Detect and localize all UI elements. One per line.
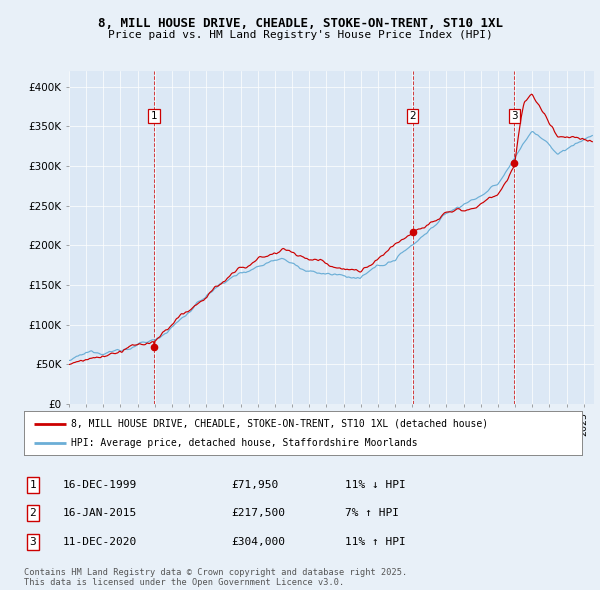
Text: 2: 2 — [410, 111, 416, 121]
Text: HPI: Average price, detached house, Staffordshire Moorlands: HPI: Average price, detached house, Staf… — [71, 438, 418, 448]
Text: 8, MILL HOUSE DRIVE, CHEADLE, STOKE-ON-TRENT, ST10 1XL: 8, MILL HOUSE DRIVE, CHEADLE, STOKE-ON-T… — [97, 17, 503, 30]
Text: 7% ↑ HPI: 7% ↑ HPI — [345, 509, 399, 518]
Text: 1: 1 — [151, 111, 157, 121]
Text: £304,000: £304,000 — [231, 537, 285, 546]
Text: Price paid vs. HM Land Registry's House Price Index (HPI): Price paid vs. HM Land Registry's House … — [107, 31, 493, 40]
Text: 1: 1 — [29, 480, 37, 490]
Text: £217,500: £217,500 — [231, 509, 285, 518]
Text: 8, MILL HOUSE DRIVE, CHEADLE, STOKE-ON-TRENT, ST10 1XL (detached house): 8, MILL HOUSE DRIVE, CHEADLE, STOKE-ON-T… — [71, 419, 488, 428]
Text: Contains HM Land Registry data © Crown copyright and database right 2025.
This d: Contains HM Land Registry data © Crown c… — [24, 568, 407, 587]
Text: 3: 3 — [511, 111, 518, 121]
Text: 11% ↑ HPI: 11% ↑ HPI — [345, 537, 406, 546]
Text: 11% ↓ HPI: 11% ↓ HPI — [345, 480, 406, 490]
Text: £71,950: £71,950 — [231, 480, 278, 490]
Text: 16-JAN-2015: 16-JAN-2015 — [63, 509, 137, 518]
Text: 2: 2 — [29, 509, 37, 518]
Text: 11-DEC-2020: 11-DEC-2020 — [63, 537, 137, 546]
Text: 16-DEC-1999: 16-DEC-1999 — [63, 480, 137, 490]
Text: 3: 3 — [29, 537, 37, 546]
